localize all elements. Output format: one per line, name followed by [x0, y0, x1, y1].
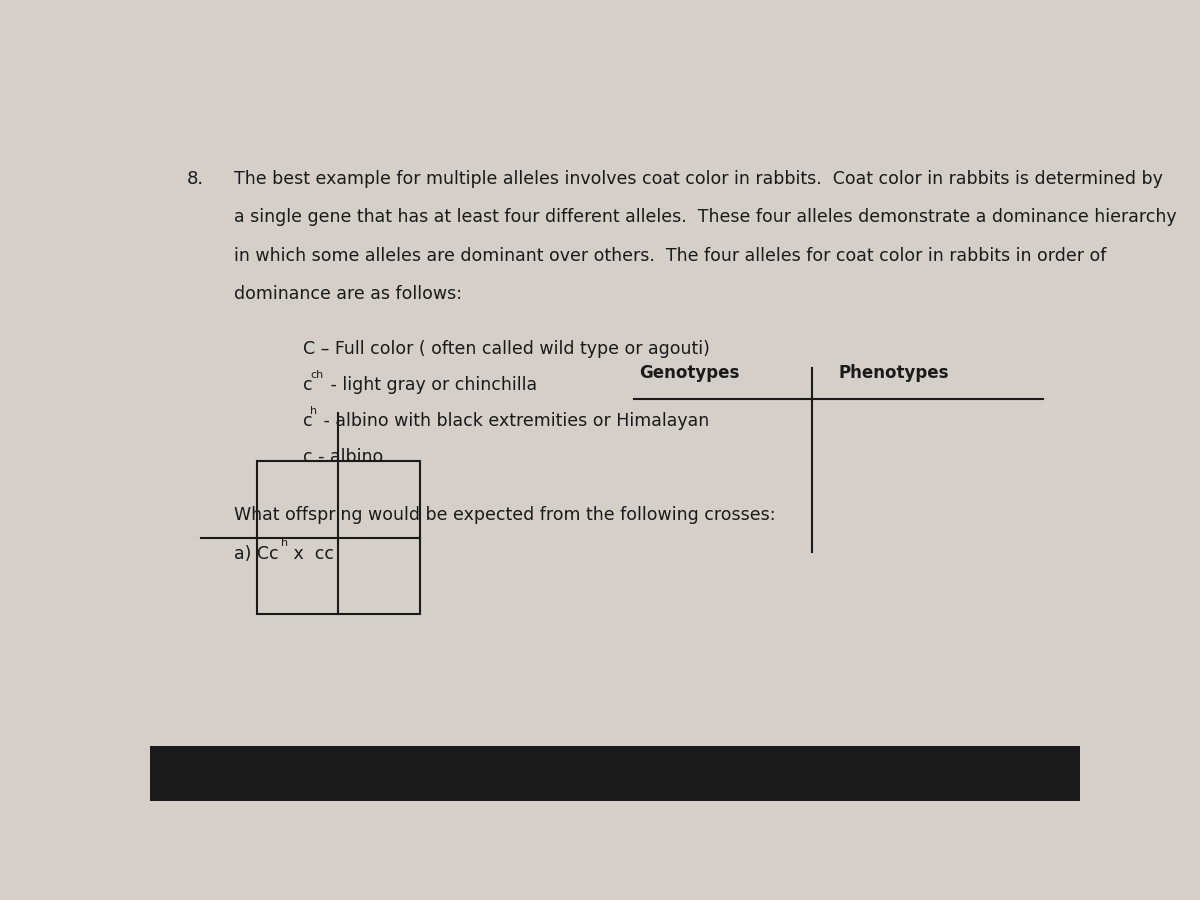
- Text: Genotypes: Genotypes: [640, 364, 739, 382]
- Text: C – Full color ( often called wild type or agouti): C – Full color ( often called wild type …: [304, 340, 710, 358]
- Text: ch: ch: [310, 370, 323, 380]
- Bar: [150, 745, 1080, 801]
- Text: in which some alleles are dominant over others.  The four alleles for coat color: in which some alleles are dominant over …: [234, 247, 1106, 265]
- Text: a single gene that has at least four different alleles.  These four alleles demo: a single gene that has at least four dif…: [234, 209, 1176, 227]
- Text: x  cc: x cc: [288, 544, 334, 562]
- Text: h: h: [281, 538, 288, 548]
- Text: The best example for multiple alleles involves coat color in rabbits.  Coat colo: The best example for multiple alleles in…: [234, 170, 1163, 188]
- Text: h: h: [310, 406, 317, 416]
- Bar: [257, 462, 420, 614]
- Text: - albino with black extremities or Himalayan: - albino with black extremities or Himal…: [318, 412, 709, 430]
- Text: What offspring would be expected from the following crosses:: What offspring would be expected from th…: [234, 507, 775, 525]
- Text: - light gray or chinchilla: - light gray or chinchilla: [325, 376, 536, 394]
- Text: Phenotypes: Phenotypes: [839, 364, 949, 382]
- Text: c: c: [304, 412, 313, 430]
- Text: 8.: 8.: [187, 170, 204, 188]
- Text: c: c: [304, 376, 313, 394]
- Text: dominance are as follows:: dominance are as follows:: [234, 284, 462, 302]
- Text: c - albino: c - albino: [304, 448, 384, 466]
- Text: a) Cc: a) Cc: [234, 544, 278, 562]
